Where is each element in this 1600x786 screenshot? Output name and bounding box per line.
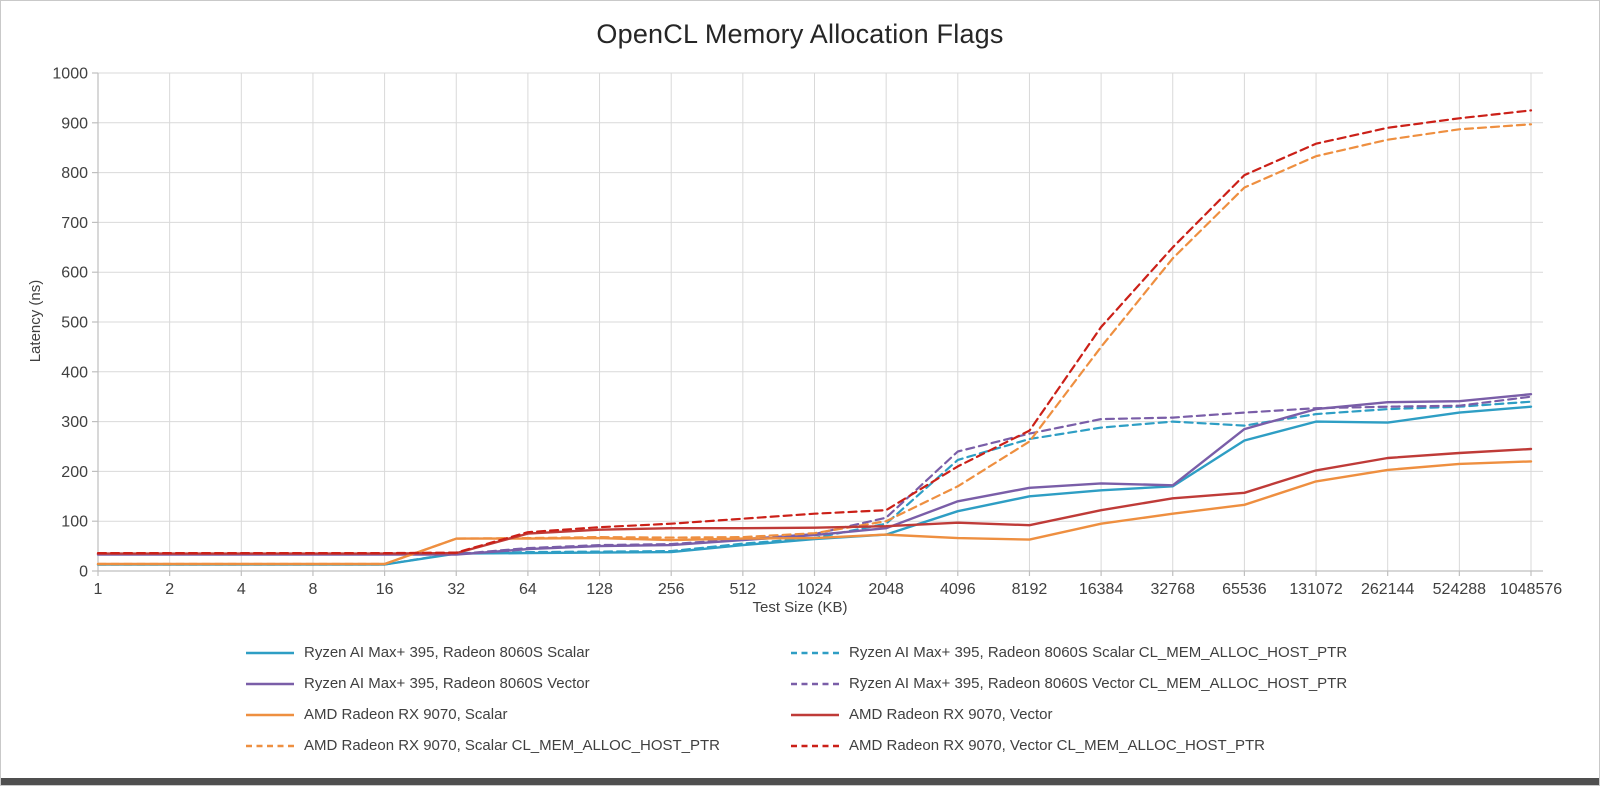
y-tick-label: 700	[61, 215, 88, 232]
legend-label: Ryzen AI Max+ 395, Radeon 8060S Vector	[304, 675, 590, 692]
x-tick-label: 524288	[1433, 581, 1486, 598]
x-tick-label: 16	[376, 581, 394, 598]
legend-label: Ryzen AI Max+ 395, Radeon 8060S Scalar	[304, 644, 590, 661]
legend-item[interactable]: AMD Radeon RX 9070, Vector CL_MEM_ALLOC_…	[791, 730, 1347, 761]
legend-dashed-line-swatch	[791, 651, 839, 654]
y-axis-title: Latency (ns)	[27, 279, 44, 363]
legend-solid-line-swatch	[246, 682, 294, 685]
y-tick-label: 600	[61, 265, 88, 282]
window-bottom-edge	[1, 778, 1599, 785]
chart-plot-area[interactable]: 0 100 200 300 400 500 600 700 800 900 1000 1 2 4 8 16 32…	[1, 1, 1600, 621]
legend-label: Ryzen AI Max+ 395, Radeon 8060S Vector C…	[849, 675, 1348, 692]
y-tick-label: 1000	[52, 66, 88, 83]
legend-label: AMD Radeon RX 9070, Vector CL_MEM_ALLOC_…	[849, 737, 1266, 754]
y-tick-label: 100	[61, 514, 88, 531]
legend-item[interactable]: Ryzen AI Max+ 395, Radeon 8060S Scalar C…	[791, 637, 1347, 668]
x-tick-label: 4096	[940, 581, 976, 598]
y-tick-label: 800	[61, 165, 88, 182]
series-line-5[interactable]	[96, 123, 1533, 566]
legend-solid-line-swatch	[791, 713, 839, 716]
legend-label: AMD Radeon RX 9070, Scalar CL_MEM_ALLOC_…	[304, 737, 721, 754]
legend-label: Ryzen AI Max+ 395, Radeon 8060S Scalar C…	[849, 644, 1348, 661]
x-tick-label: 65536	[1222, 581, 1267, 598]
x-tick-label: 262144	[1361, 581, 1414, 598]
x-tick-label: 32	[447, 581, 465, 598]
x-tick-label: 1024	[797, 581, 833, 598]
legend-item[interactable]: AMD Radeon RX 9070, Vector	[791, 699, 1347, 730]
legend-item[interactable]: Ryzen AI Max+ 395, Radeon 8060S Vector C…	[791, 668, 1347, 699]
x-tick-label: 2048	[868, 581, 904, 598]
x-tick-label: 128	[586, 581, 613, 598]
x-tick-label: 8192	[1012, 581, 1048, 598]
series-line-7[interactable]	[96, 109, 1533, 555]
legend-dashed-line-swatch	[791, 744, 839, 747]
legend-label: AMD Radeon RX 9070, Vector	[849, 706, 1053, 723]
legend-solid-line-swatch	[246, 713, 294, 716]
x-tick-label: 32768	[1151, 581, 1196, 598]
x-tick-label: 4	[237, 581, 246, 598]
y-tick-label: 0	[79, 564, 88, 581]
x-tick-label: 1	[94, 581, 103, 598]
x-tick-label: 16384	[1079, 581, 1124, 598]
x-tick-label: 64	[519, 581, 537, 598]
legend-item[interactable]: Ryzen AI Max+ 395, Radeon 8060S Scalar	[246, 637, 720, 668]
chart-title: OpenCL Memory Allocation Flags	[596, 19, 1004, 49]
x-tick-label: 1048576	[1500, 581, 1562, 598]
x-tick-label: 256	[658, 581, 685, 598]
y-tick-label: 400	[61, 364, 88, 381]
legend-item[interactable]: Ryzen AI Max+ 395, Radeon 8060S Vector	[246, 668, 720, 699]
legend-dashed-line-swatch	[246, 744, 294, 747]
legend-solid-line-swatch	[246, 651, 294, 654]
x-tick-label: 2	[165, 581, 174, 598]
x-axis-title: Test Size (KB)	[752, 599, 848, 616]
legend-item[interactable]: AMD Radeon RX 9070, Scalar	[246, 699, 720, 730]
legend-item[interactable]: AMD Radeon RX 9070, Scalar CL_MEM_ALLOC_…	[246, 730, 720, 761]
legend-dashed-line-swatch	[791, 682, 839, 685]
legend-column-right: Ryzen AI Max+ 395, Radeon 8060S Scalar C…	[791, 637, 1347, 761]
legend-label: AMD Radeon RX 9070, Scalar	[304, 706, 508, 723]
x-tick-label: 8	[308, 581, 317, 598]
x-tick-label: 131072	[1289, 581, 1342, 598]
y-tick-label: 900	[61, 115, 88, 132]
y-tick-label: 200	[61, 464, 88, 481]
x-tick-label: 512	[729, 581, 756, 598]
legend-column-left: Ryzen AI Max+ 395, Radeon 8060S Scalar Ry…	[246, 637, 720, 761]
y-tick-label: 500	[61, 315, 88, 332]
y-tick-label: 300	[61, 414, 88, 431]
